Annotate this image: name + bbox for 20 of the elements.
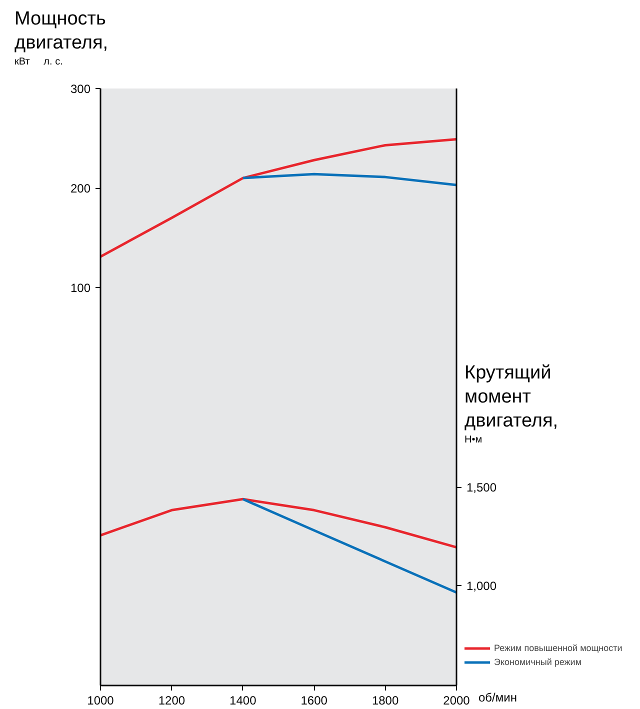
y-tick-label: 200 [70, 182, 91, 196]
y-axis-title: Мощность двигателя, кВт л. с. [14, 8, 108, 68]
x-tick-label: 1800 [372, 694, 399, 708]
y2-tick-label: 1,000 [466, 578, 497, 593]
x-axis-title: об/мин [478, 690, 517, 704]
x-tick-label: 1000 [87, 694, 114, 708]
line-series [242, 172, 458, 186]
y2-axis-title: Крутящий момент двигателя, Н•м [464, 362, 558, 446]
line-series [242, 498, 458, 594]
y-tick-label: 300 [70, 82, 91, 96]
x-tick-label: 1600 [300, 694, 328, 708]
line-series [99, 498, 458, 549]
x-tick-label: 2000 [443, 694, 470, 708]
x-tick-label: 1400 [230, 694, 257, 708]
x-tick-label: 1200 [158, 694, 186, 708]
line-series [99, 138, 458, 258]
legend-label: Экономичный режим [494, 657, 582, 667]
y2-tick-label: 1,500 [466, 480, 497, 495]
legend-label: Режим повышенной мощности [494, 643, 622, 653]
y-tick-label: 100 [70, 281, 91, 295]
